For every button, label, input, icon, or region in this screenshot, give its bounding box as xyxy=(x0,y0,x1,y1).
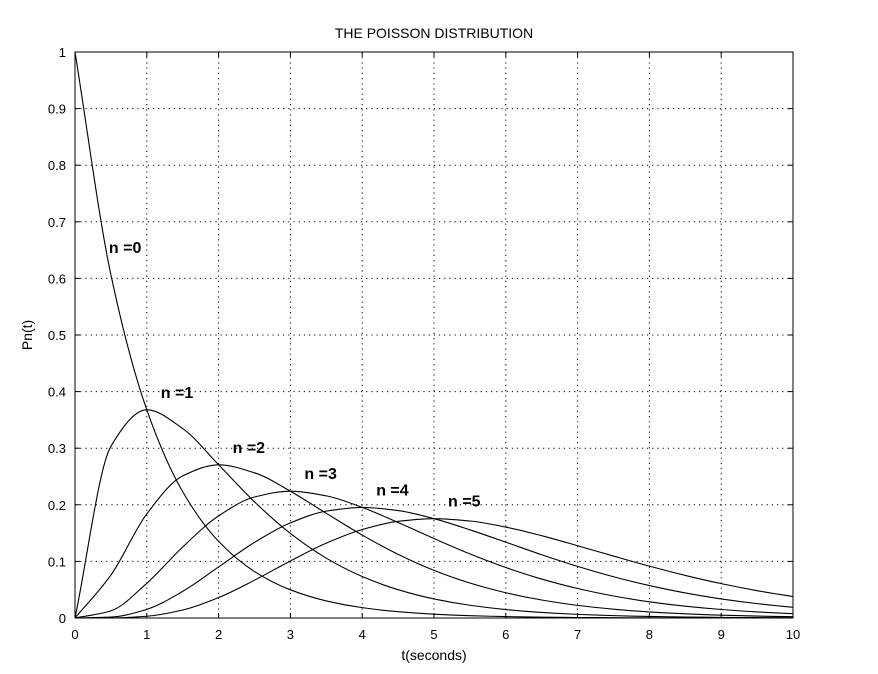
x-tick-label: 1 xyxy=(143,627,150,642)
y-tick-label: 0.1 xyxy=(48,554,66,569)
y-tick-label: 0.5 xyxy=(48,328,66,343)
series-label-n4: n =4 xyxy=(376,482,409,499)
x-tick-label: 5 xyxy=(430,627,437,642)
series-label-n0: n =0 xyxy=(109,240,142,257)
series-line-n2 xyxy=(74,464,794,619)
y-tick-label: 0.8 xyxy=(48,158,66,173)
series-label-n1: n =1 xyxy=(161,385,194,402)
x-tick-label: 8 xyxy=(646,627,653,642)
x-tick-label: 0 xyxy=(71,627,78,642)
x-tick-label: 2 xyxy=(215,627,222,642)
x-axis: 0 1 2 3 4 5 6 7 8 9 10 xyxy=(71,52,800,642)
x-tick-label: 4 xyxy=(359,627,366,642)
x-tick-label: 10 xyxy=(786,627,800,642)
y-tick-label: 0.7 xyxy=(48,215,66,230)
series-label-n2: n =2 xyxy=(233,440,266,457)
grid-lines xyxy=(75,52,793,618)
series-line-n1 xyxy=(74,409,794,619)
y-axis: 0 0.1 0.2 0.3 0.4 0.5 0.6 0.7 0.8 0.9 1 xyxy=(48,45,793,626)
plot-frame xyxy=(74,51,794,619)
chart-title: THE POISSON DISTRIBUTION xyxy=(335,25,533,41)
series-labels: n =0 n =1 n =2 n =3 n =4 n =5 xyxy=(109,240,481,511)
x-tick-label: 7 xyxy=(574,627,581,642)
y-tick-label: 1 xyxy=(59,45,66,60)
x-tick-label: 6 xyxy=(502,627,509,642)
y-axis-label: Pn(t) xyxy=(19,320,35,350)
y-tick-label: 0.2 xyxy=(48,498,66,513)
y-tick-label: 0 xyxy=(59,611,66,626)
x-axis-label: t(seconds) xyxy=(401,647,466,663)
series-line-n3 xyxy=(74,490,794,619)
y-tick-label: 0.6 xyxy=(48,271,66,286)
y-tick-label: 0.3 xyxy=(48,441,66,456)
x-tick-label: 3 xyxy=(287,627,294,642)
series-line-n5 xyxy=(74,518,794,619)
series-label-n5: n =5 xyxy=(448,494,481,511)
y-tick-label: 0.4 xyxy=(48,385,66,400)
x-tick-label: 9 xyxy=(718,627,725,642)
y-tick-label: 0.9 xyxy=(48,102,66,117)
series-label-n3: n =3 xyxy=(304,466,337,483)
